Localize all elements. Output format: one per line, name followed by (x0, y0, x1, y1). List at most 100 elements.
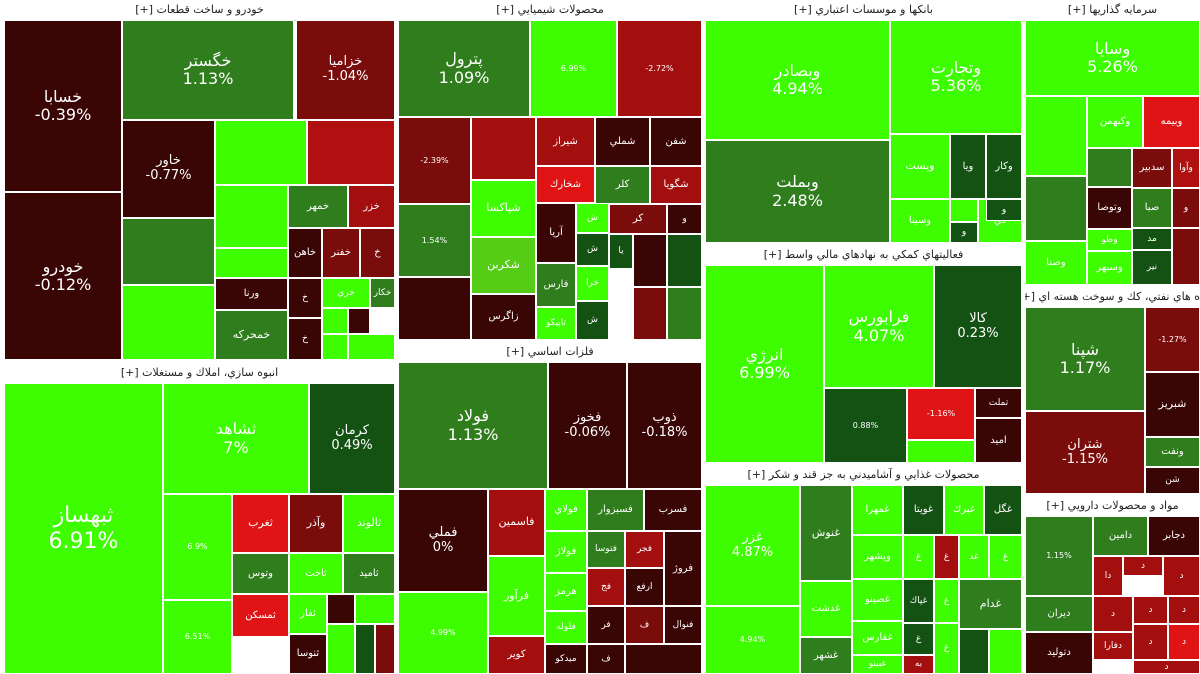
sector-title[interactable]: ه هاي نفتي، كك و سوخت هسته اي [+] (1025, 287, 1200, 308)
treemap-tile[interactable]: ثنوسا (289, 634, 327, 674)
treemap-tile[interactable]: شپنا 1.17% (1025, 307, 1145, 411)
treemap-tile[interactable]: ثالوند (343, 494, 395, 553)
treemap-tile[interactable]: د (1093, 596, 1133, 632)
treemap-tile[interactable]: 4.99% (398, 592, 488, 674)
treemap-tile[interactable]: ويشهر (852, 535, 903, 579)
treemap-tile[interactable]: پترول 1.09% (398, 20, 530, 117)
treemap-tile[interactable]: خفنر (322, 228, 360, 278)
treemap-tile[interactable] (989, 629, 1022, 674)
treemap-tile[interactable]: غپاك (903, 579, 934, 623)
treemap-tile[interactable]: -2.72% (617, 20, 702, 117)
treemap-tile[interactable] (322, 334, 348, 360)
treemap-tile[interactable]: وبصادر 4.94% (705, 20, 890, 140)
treemap-tile[interactable]: فاسمين (488, 489, 545, 556)
treemap-tile[interactable]: ش (576, 301, 609, 340)
treemap-tile[interactable]: شخارك (536, 166, 595, 203)
treemap-tile[interactable] (1025, 96, 1087, 176)
treemap-tile[interactable]: و (950, 222, 978, 243)
treemap-tile[interactable]: شملي (595, 117, 650, 166)
treemap-tile[interactable]: وآذر (289, 494, 343, 553)
treemap-tile[interactable]: دفارا (1093, 632, 1133, 660)
treemap-tile[interactable] (327, 624, 355, 674)
treemap-tile[interactable]: ف (587, 644, 625, 674)
treemap-tile[interactable]: ش (576, 233, 609, 266)
treemap-tile[interactable]: تاپيكو (536, 307, 576, 340)
treemap-tile[interactable]: اميد (975, 418, 1022, 463)
treemap-tile[interactable]: 6.99% (530, 20, 617, 117)
treemap-tile[interactable]: كالا 0.23% (934, 265, 1022, 388)
sector-title[interactable]: محصولات غذايي و آشاميدني به جز قند و شكر… (705, 465, 1022, 486)
treemap-tile[interactable] (322, 308, 348, 334)
treemap-tile[interactable]: شفن (650, 117, 702, 166)
treemap-tile[interactable]: فجر (625, 531, 664, 568)
treemap-tile[interactable]: خاهن (288, 228, 322, 278)
treemap-tile[interactable]: 1.54% (398, 204, 471, 277)
treemap-tile[interactable]: ميدكو (545, 644, 587, 674)
treemap-tile[interactable] (355, 594, 395, 624)
treemap-tile[interactable]: سدبير (1132, 148, 1172, 188)
treemap-tile[interactable]: ثاخت (289, 553, 343, 594)
treemap-tile[interactable]: خري (322, 278, 370, 308)
treemap-tile[interactable]: آريا (536, 203, 576, 263)
treemap-tile[interactable]: يا (609, 234, 633, 269)
treemap-tile[interactable]: فنوال (664, 606, 702, 644)
treemap-tile[interactable]: به (903, 655, 934, 674)
treemap-tile[interactable]: -2.39% (398, 117, 471, 204)
treemap-tile[interactable]: غصينو (852, 579, 903, 621)
treemap-tile[interactable] (375, 624, 395, 674)
treemap-tile[interactable]: غبينو (852, 655, 903, 674)
treemap-tile[interactable]: و (1172, 188, 1200, 228)
treemap-tile[interactable] (950, 199, 978, 222)
sector-title[interactable]: انبوه سازي، املاك و مستغلات [+] (4, 363, 395, 384)
treemap-tile[interactable]: د (1133, 596, 1168, 624)
treemap-tile[interactable]: وآوا (1172, 148, 1200, 188)
treemap-tile[interactable]: خ (360, 228, 395, 278)
treemap-tile[interactable]: فملي 0% (398, 489, 488, 592)
treemap-tile[interactable]: ونفت (1145, 437, 1200, 467)
treemap-tile[interactable]: غ (934, 535, 959, 579)
treemap-tile[interactable]: كر (609, 204, 667, 234)
treemap-tile[interactable] (215, 120, 307, 185)
treemap-tile[interactable]: خزر (348, 185, 395, 228)
treemap-tile[interactable]: ثفار (289, 594, 327, 634)
treemap-tile[interactable]: ثشاهد 7% (163, 383, 309, 494)
treemap-tile[interactable]: غدام (959, 579, 1022, 629)
treemap-tile[interactable]: غ (903, 623, 934, 655)
treemap-tile[interactable] (471, 117, 536, 180)
treemap-tile[interactable]: فج (587, 568, 625, 606)
treemap-tile[interactable]: فلوله (545, 611, 587, 644)
treemap-tile[interactable]: فتوسا (587, 531, 625, 568)
treemap-tile[interactable]: دتوليد (1025, 632, 1093, 674)
treemap-tile[interactable] (348, 334, 395, 360)
treemap-tile[interactable]: خزامیا -1.04% (296, 20, 395, 120)
treemap-tile[interactable]: شگويا (650, 166, 702, 204)
treemap-tile[interactable]: فرابورس 4.07% (824, 265, 934, 388)
treemap-tile[interactable]: تملت (975, 388, 1022, 418)
treemap-tile[interactable] (122, 218, 215, 285)
treemap-tile[interactable]: شن (1145, 467, 1200, 494)
treemap-tile[interactable] (959, 629, 989, 674)
treemap-tile[interactable]: كرمان 0.49% (309, 383, 395, 494)
treemap-tile[interactable]: غگل (984, 485, 1022, 535)
treemap-tile[interactable]: دا (1093, 556, 1123, 596)
treemap-tile[interactable]: -1.16% (907, 388, 975, 440)
treemap-tile[interactable]: 1.15% (1025, 516, 1093, 596)
treemap-tile[interactable]: كوير (488, 636, 545, 674)
treemap-tile[interactable]: خگستر 1.13% (122, 20, 294, 120)
treemap-tile[interactable] (355, 624, 375, 674)
treemap-tile[interactable]: فولاد 1.13% (398, 362, 548, 489)
treemap-tile[interactable] (1172, 228, 1200, 285)
treemap-tile[interactable] (215, 248, 288, 278)
treemap-tile[interactable]: فر (587, 606, 625, 644)
treemap-tile[interactable]: شپاكسا (471, 180, 536, 237)
treemap-tile[interactable] (625, 644, 702, 674)
treemap-tile[interactable]: -1.27% (1145, 307, 1200, 372)
treemap-tile[interactable] (667, 234, 702, 287)
treemap-tile[interactable]: فرآور (488, 556, 545, 636)
treemap-tile[interactable]: زاگرس (471, 294, 536, 340)
treemap-tile[interactable]: خكار (370, 278, 395, 308)
treemap-tile[interactable]: د (1168, 624, 1200, 660)
treemap-tile[interactable]: د (1163, 556, 1200, 596)
treemap-tile[interactable] (1087, 148, 1132, 187)
treemap-tile[interactable]: 6.51% (163, 600, 232, 674)
